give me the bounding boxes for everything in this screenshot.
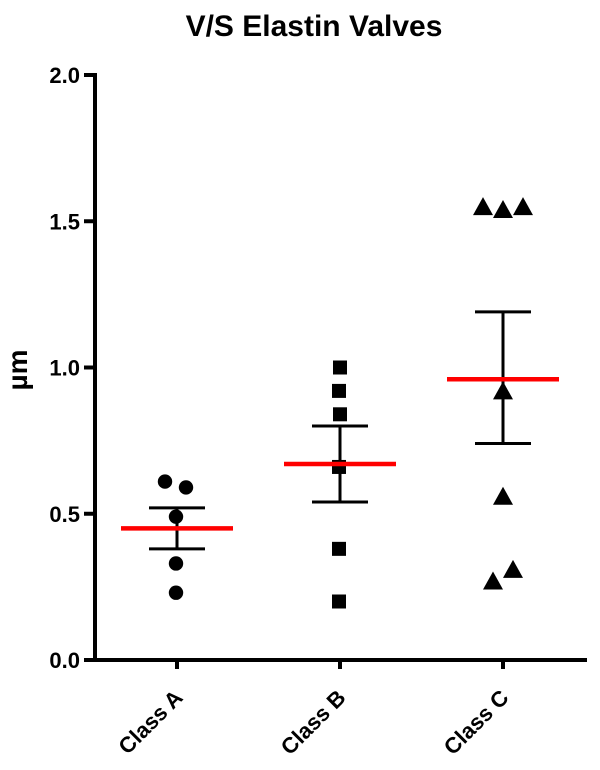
- x-category-label: Class A: [113, 685, 187, 759]
- axes: 0.0 0.5 1.0 1.5 2.0 Class A Class B Class C: [49, 63, 587, 760]
- y-tick-label: 1.5: [49, 209, 80, 234]
- data-point-triangle: [503, 559, 523, 578]
- y-axis-label: µm: [2, 349, 33, 390]
- y-tick-label: 2.0: [49, 63, 80, 88]
- chart-title: V/S Elastin Valves: [186, 10, 443, 43]
- data-point-triangle: [493, 486, 513, 505]
- data-point-triangle: [483, 571, 503, 590]
- x-category-label: Class C: [439, 685, 514, 760]
- data-point-square: [332, 541, 346, 556]
- data-point-circle: [168, 556, 184, 571]
- data-point-circle: [178, 480, 194, 495]
- data-point-circle: [168, 585, 184, 600]
- data-point-square: [333, 407, 347, 422]
- data-point-square: [332, 594, 346, 609]
- plot-area: [121, 197, 559, 609]
- data-point-square: [333, 360, 347, 375]
- y-tick-label: 0.0: [49, 648, 80, 673]
- data-point-circle: [168, 509, 184, 524]
- y-tick-label: 1.0: [49, 356, 80, 381]
- data-point-triangle: [473, 197, 493, 216]
- y-tick-label: 0.5: [49, 502, 80, 527]
- data-point-square: [332, 383, 346, 398]
- data-point-circle: [157, 474, 173, 489]
- data-point-triangle: [493, 200, 513, 219]
- data-point-triangle: [493, 381, 513, 400]
- data-point-triangle: [513, 197, 533, 216]
- x-category-label: Class B: [276, 685, 351, 760]
